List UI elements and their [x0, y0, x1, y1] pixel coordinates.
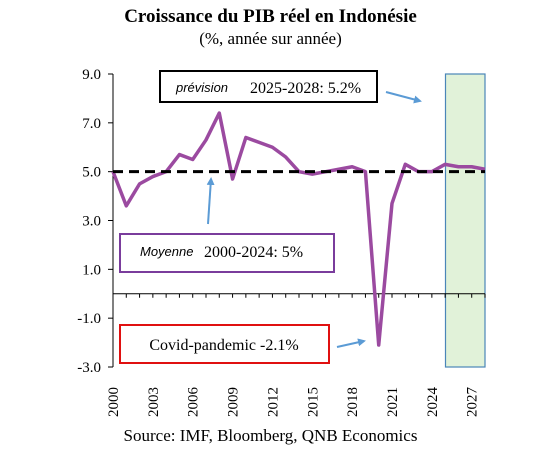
- y-tick-label: 5.0: [82, 165, 101, 181]
- forecast-arrow: [385, 91, 422, 104]
- chart-title: Croissance du PIB réel en Indonésie: [124, 6, 417, 27]
- x-tick-label: 2000: [106, 387, 122, 417]
- y-tick-label: -3.0: [77, 360, 101, 376]
- x-tick-label: 2012: [265, 387, 281, 417]
- x-tick-label: 2027: [465, 387, 481, 418]
- covid-arrow: [336, 338, 366, 348]
- average-annotation-label: Moyenne: [140, 244, 193, 259]
- x-tick-label: 2024: [425, 387, 441, 418]
- x-tick-label: 2021: [385, 387, 401, 417]
- x-tick-label: 2006: [186, 387, 202, 418]
- average-annotation-box: [119, 233, 335, 273]
- x-tick-label: 2003: [146, 387, 162, 417]
- covid-annotation-box: [119, 324, 330, 364]
- covid-annotation-text: Covid-pandemic -2.1%: [149, 337, 298, 354]
- average-annotation-text: 2000-2024: 5%: [204, 244, 303, 261]
- x-tick-label: 2009: [226, 387, 242, 417]
- forecast-annotation-box: [159, 70, 378, 103]
- forecast-annotation-label: prévision: [175, 80, 228, 95]
- forecast-annotation-text: 2025-2028: 5.2%: [250, 80, 361, 97]
- forecast-region: [444, 73, 486, 368]
- chart-subtitle: (%, année sur année): [199, 29, 342, 48]
- series-line-gdp: [111, 111, 486, 347]
- y-tick-label: 1.0: [82, 262, 101, 278]
- x-tick-label: 2018: [345, 387, 361, 417]
- y-tick-label: -1.0: [77, 311, 101, 327]
- y-tick-label: 7.0: [82, 116, 101, 132]
- y-tick-label: 9.0: [82, 67, 101, 83]
- chart-source: Source: IMF, Bloomberg, QNB Economics: [123, 426, 418, 445]
- y-tick-label: 3.0: [82, 214, 101, 230]
- average-arrow: [206, 177, 215, 225]
- x-tick-label: 2015: [305, 387, 321, 417]
